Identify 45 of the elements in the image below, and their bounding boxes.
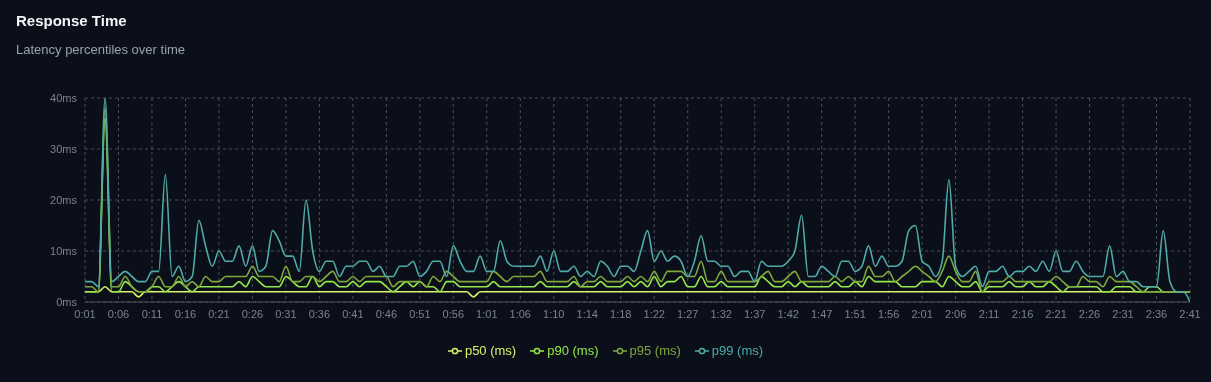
x-tick-label: 2:06: [944, 307, 967, 320]
x-tick-label: 0:51: [409, 307, 431, 320]
x-tick-label: 1:10: [543, 307, 565, 320]
x-tick-label: 1:42: [777, 307, 799, 320]
x-tick-label: 1:47: [810, 307, 833, 320]
x-tick-label: 2:41: [1179, 307, 1201, 320]
x-tick-label: 1:06: [509, 307, 532, 320]
x-tick-label: 2:26: [1078, 307, 1101, 320]
chart-subtitle: Latency percentiles over time: [16, 42, 186, 57]
x-tick-label: 0:06: [107, 307, 130, 320]
x-tick-label: 0:26: [241, 307, 264, 320]
x-tick-label: 1:18: [610, 307, 632, 320]
legend-label: p95 (ms): [629, 343, 681, 358]
y-tick-label: 10ms: [50, 244, 78, 257]
x-tick-label: 1:51: [844, 307, 866, 320]
x-tick-label: 0:16: [174, 307, 197, 320]
x-tick-label: 1:56: [877, 307, 900, 320]
legend-label: p50 (ms): [464, 343, 517, 358]
y-tick-label: 0ms: [56, 295, 78, 308]
x-tick-label: 2:31: [1112, 307, 1134, 320]
x-tick-label: 0:41: [342, 307, 364, 320]
x-tick-label: 1:37: [743, 307, 766, 320]
x-tick-label: 1:14: [576, 307, 598, 320]
y-tick-label: 20ms: [50, 193, 78, 206]
x-tick-label: 0:21: [208, 307, 230, 320]
legend-label: p99 (ms): [711, 343, 764, 358]
x-tick-label: 1:01: [476, 307, 498, 320]
legend-label: p90 (ms): [547, 343, 599, 358]
x-tick-label: 1:22: [643, 307, 665, 320]
x-tick-label: 1:27: [677, 307, 699, 320]
chart-title: Response Time: [16, 12, 127, 29]
x-tick-label: 0:56: [442, 307, 465, 320]
x-tick-label: 0:11: [141, 307, 163, 320]
x-tick-label: 2:11: [978, 307, 1000, 320]
x-tick-label: 0:36: [308, 307, 331, 320]
x-tick-label: 0:46: [375, 307, 398, 320]
x-tick-label: 0:01: [74, 307, 96, 320]
y-tick-label: 40ms: [50, 91, 78, 104]
x-tick-label: 2:16: [1011, 307, 1034, 320]
x-tick-label: 1:32: [710, 307, 732, 320]
x-tick-label: 2:01: [911, 307, 933, 320]
x-tick-label: 2:36: [1145, 307, 1168, 320]
x-tick-label: 0:31: [275, 307, 297, 320]
y-tick-label: 30ms: [50, 142, 78, 155]
x-tick-label: 2:21: [1045, 307, 1067, 320]
